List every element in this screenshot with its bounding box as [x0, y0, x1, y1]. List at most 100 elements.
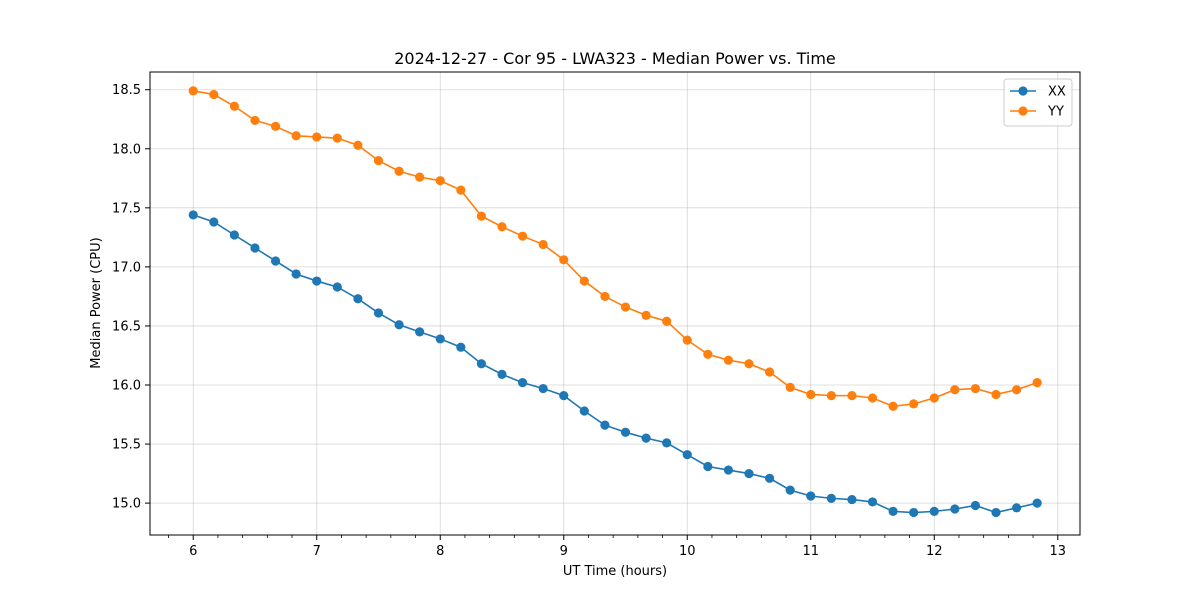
y-tick-label: 18.0 [112, 142, 141, 157]
series-xx-point [579, 406, 589, 416]
series-yy-point [867, 393, 878, 403]
series-yy-point [476, 211, 487, 221]
series-yy-point [517, 231, 528, 241]
series-yy-point [291, 131, 301, 141]
series-xx-point [662, 438, 672, 448]
series-yy-point [188, 86, 198, 96]
y-tick-label: 15.5 [112, 438, 141, 453]
series-yy-point [888, 401, 898, 411]
x-axis-label: UT Time (hours) [563, 564, 667, 579]
series-xx-point [620, 427, 631, 437]
series-xx-point [517, 378, 528, 388]
series-yy-point [415, 172, 425, 182]
series-xx-point [909, 507, 919, 518]
series-yy-point [682, 335, 692, 345]
series-xx-point [394, 320, 404, 330]
series-xx-point [250, 243, 260, 253]
series-yy-point [229, 101, 239, 111]
series-xx-point [559, 391, 569, 401]
legend-yy-marker [1018, 106, 1028, 116]
series-yy-point [744, 359, 754, 369]
series-yy-point [270, 121, 281, 131]
series-xx-point [764, 473, 775, 483]
series-yy-point [497, 222, 507, 232]
series-xx-point [188, 210, 198, 220]
series-xx-point [826, 493, 836, 503]
series-yy-point [312, 132, 322, 142]
series-xx-point [682, 450, 692, 460]
series-xx-point [270, 256, 281, 266]
series-xx-point [209, 217, 219, 227]
series-yy-point [620, 302, 631, 312]
series-xx-point [600, 420, 610, 430]
series-xx-point [970, 500, 981, 511]
series-xx-point [929, 506, 939, 516]
series-yy-point [764, 367, 775, 377]
series-yy-point [703, 349, 713, 359]
plot-frame [149, 71, 1081, 536]
series-yy-point [209, 89, 219, 100]
series-xx-point [1012, 503, 1022, 513]
y-tick-label: 16.0 [112, 378, 141, 393]
y-axis-label: Median Power (CPU) [89, 237, 104, 368]
series-yy-point [950, 385, 960, 395]
series-yy-point [353, 140, 363, 150]
series-yy-point [538, 239, 548, 250]
x-tick-label: 11 [802, 544, 819, 559]
series-xx-point [847, 494, 857, 505]
series-yy-point [929, 393, 939, 403]
series-yy-point [662, 316, 672, 326]
series-yy-point [723, 355, 734, 365]
series-xx-point [991, 507, 1001, 518]
series-xx-point [476, 359, 487, 369]
chart-title: 2024-12-27 - Cor 95 - LWA323 - Median Po… [394, 49, 836, 68]
series-xx-point [353, 294, 363, 304]
series-yy-point [1012, 385, 1022, 395]
series-yy-point [373, 155, 384, 166]
series-xx-point [435, 334, 445, 344]
series-yy-point [826, 391, 836, 401]
series-xx-point [373, 308, 384, 318]
series-xx-point [415, 327, 425, 337]
grid [150, 72, 1080, 535]
y-tick-label: 17.0 [112, 260, 141, 275]
series-xx-point [312, 276, 322, 286]
series-yy-point [456, 185, 466, 195]
series-xx-point [703, 461, 713, 472]
y-tick-label: 18.5 [112, 83, 141, 98]
series-xx-point [723, 465, 734, 475]
series-xx-point [785, 485, 795, 495]
legend-yy-label: YY [1047, 105, 1064, 120]
series-yy-point [394, 166, 404, 176]
series-yy-point [250, 115, 260, 126]
series-yy-point [641, 310, 651, 320]
x-axis: 6 7 8 9 10 11 12 13 [168, 535, 1066, 559]
series-xx-point [806, 491, 816, 501]
series-xx-point [888, 506, 898, 516]
series-yy-point [785, 382, 795, 392]
series-xx-point [497, 369, 507, 379]
legend-xx-marker [1018, 86, 1028, 96]
series-yy-point [991, 389, 1001, 400]
series-xx-point [641, 433, 651, 443]
series-yy-point [970, 383, 981, 394]
series-yy-point [909, 399, 919, 409]
series-layer [188, 86, 1042, 518]
y-tick-label: 15.0 [112, 497, 141, 512]
x-tick-label: 7 [313, 544, 321, 559]
series-yy-point [435, 176, 445, 186]
series-yy-point [847, 391, 857, 401]
series-xx-point [1032, 498, 1042, 508]
y-axis: 15.0 15.5 16.0 16.5 17.0 17.5 18.0 18.5 [112, 83, 150, 512]
y-tick-label: 16.5 [112, 319, 141, 334]
x-tick-label: 6 [189, 544, 197, 559]
series-xx-point [456, 342, 466, 352]
series-yy-point [1032, 378, 1042, 388]
series-xx-point [538, 383, 548, 394]
series-yy-point [579, 276, 589, 286]
x-tick-label: 13 [1049, 544, 1066, 559]
series-xx-point [744, 468, 754, 479]
series-xx-point [867, 497, 878, 507]
